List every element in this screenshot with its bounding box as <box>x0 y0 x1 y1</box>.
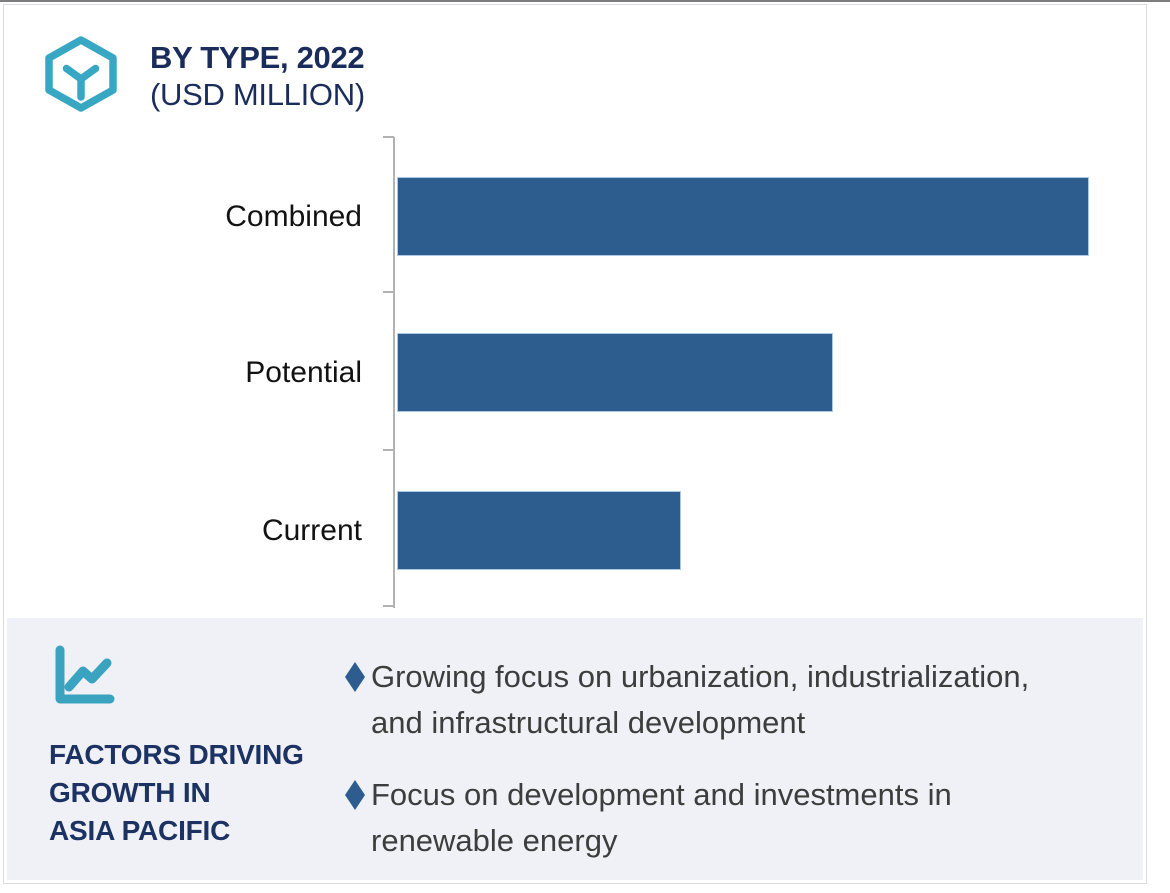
bar-chart-plot-area <box>383 136 1089 608</box>
axis-tick <box>383 291 394 293</box>
category-label-current: Current <box>261 514 362 547</box>
chart-subtitle: (USD MILLION) <box>150 77 365 112</box>
category-label-combined: Combined <box>225 200 362 233</box>
axis-tick <box>383 136 394 138</box>
category-label-potential: Potential <box>245 356 362 389</box>
factors-panel: FACTORS DRIVING GROWTH IN ASIA PACIFIC G… <box>7 618 1143 880</box>
chart-title: BY TYPE, 2022 <box>150 40 365 75</box>
factors-bullet-list: Growing focus on urbanization, industria… <box>345 654 1129 890</box>
bullet-text: Focus on development and investments in … <box>371 777 952 858</box>
bar-combined <box>397 177 1089 256</box>
line-chart-icon <box>55 645 115 704</box>
list-item: Growing focus on urbanization, industria… <box>345 654 1129 746</box>
diamond-bullet-icon <box>345 662 365 692</box>
factors-heading: FACTORS DRIVING GROWTH IN ASIA PACIFIC <box>49 739 304 846</box>
axis-tick <box>383 605 394 607</box>
chart-header: BY TYPE, 2022 (USD MILLION) <box>150 39 365 113</box>
bullet-text: Growing focus on urbanization, industria… <box>371 659 1030 740</box>
hexagon-box-icon <box>45 36 117 112</box>
page-top-divider <box>0 0 1170 2</box>
list-item: Focus on development and investments in … <box>345 772 1129 864</box>
chart-card: BY TYPE, 2022 (USD MILLION) Combined Pot… <box>3 4 1147 884</box>
axis-tick <box>383 449 394 451</box>
category-axis-line <box>393 137 395 608</box>
diamond-bullet-icon <box>345 780 365 810</box>
bar-current <box>397 491 681 570</box>
bar-potential <box>397 333 833 412</box>
